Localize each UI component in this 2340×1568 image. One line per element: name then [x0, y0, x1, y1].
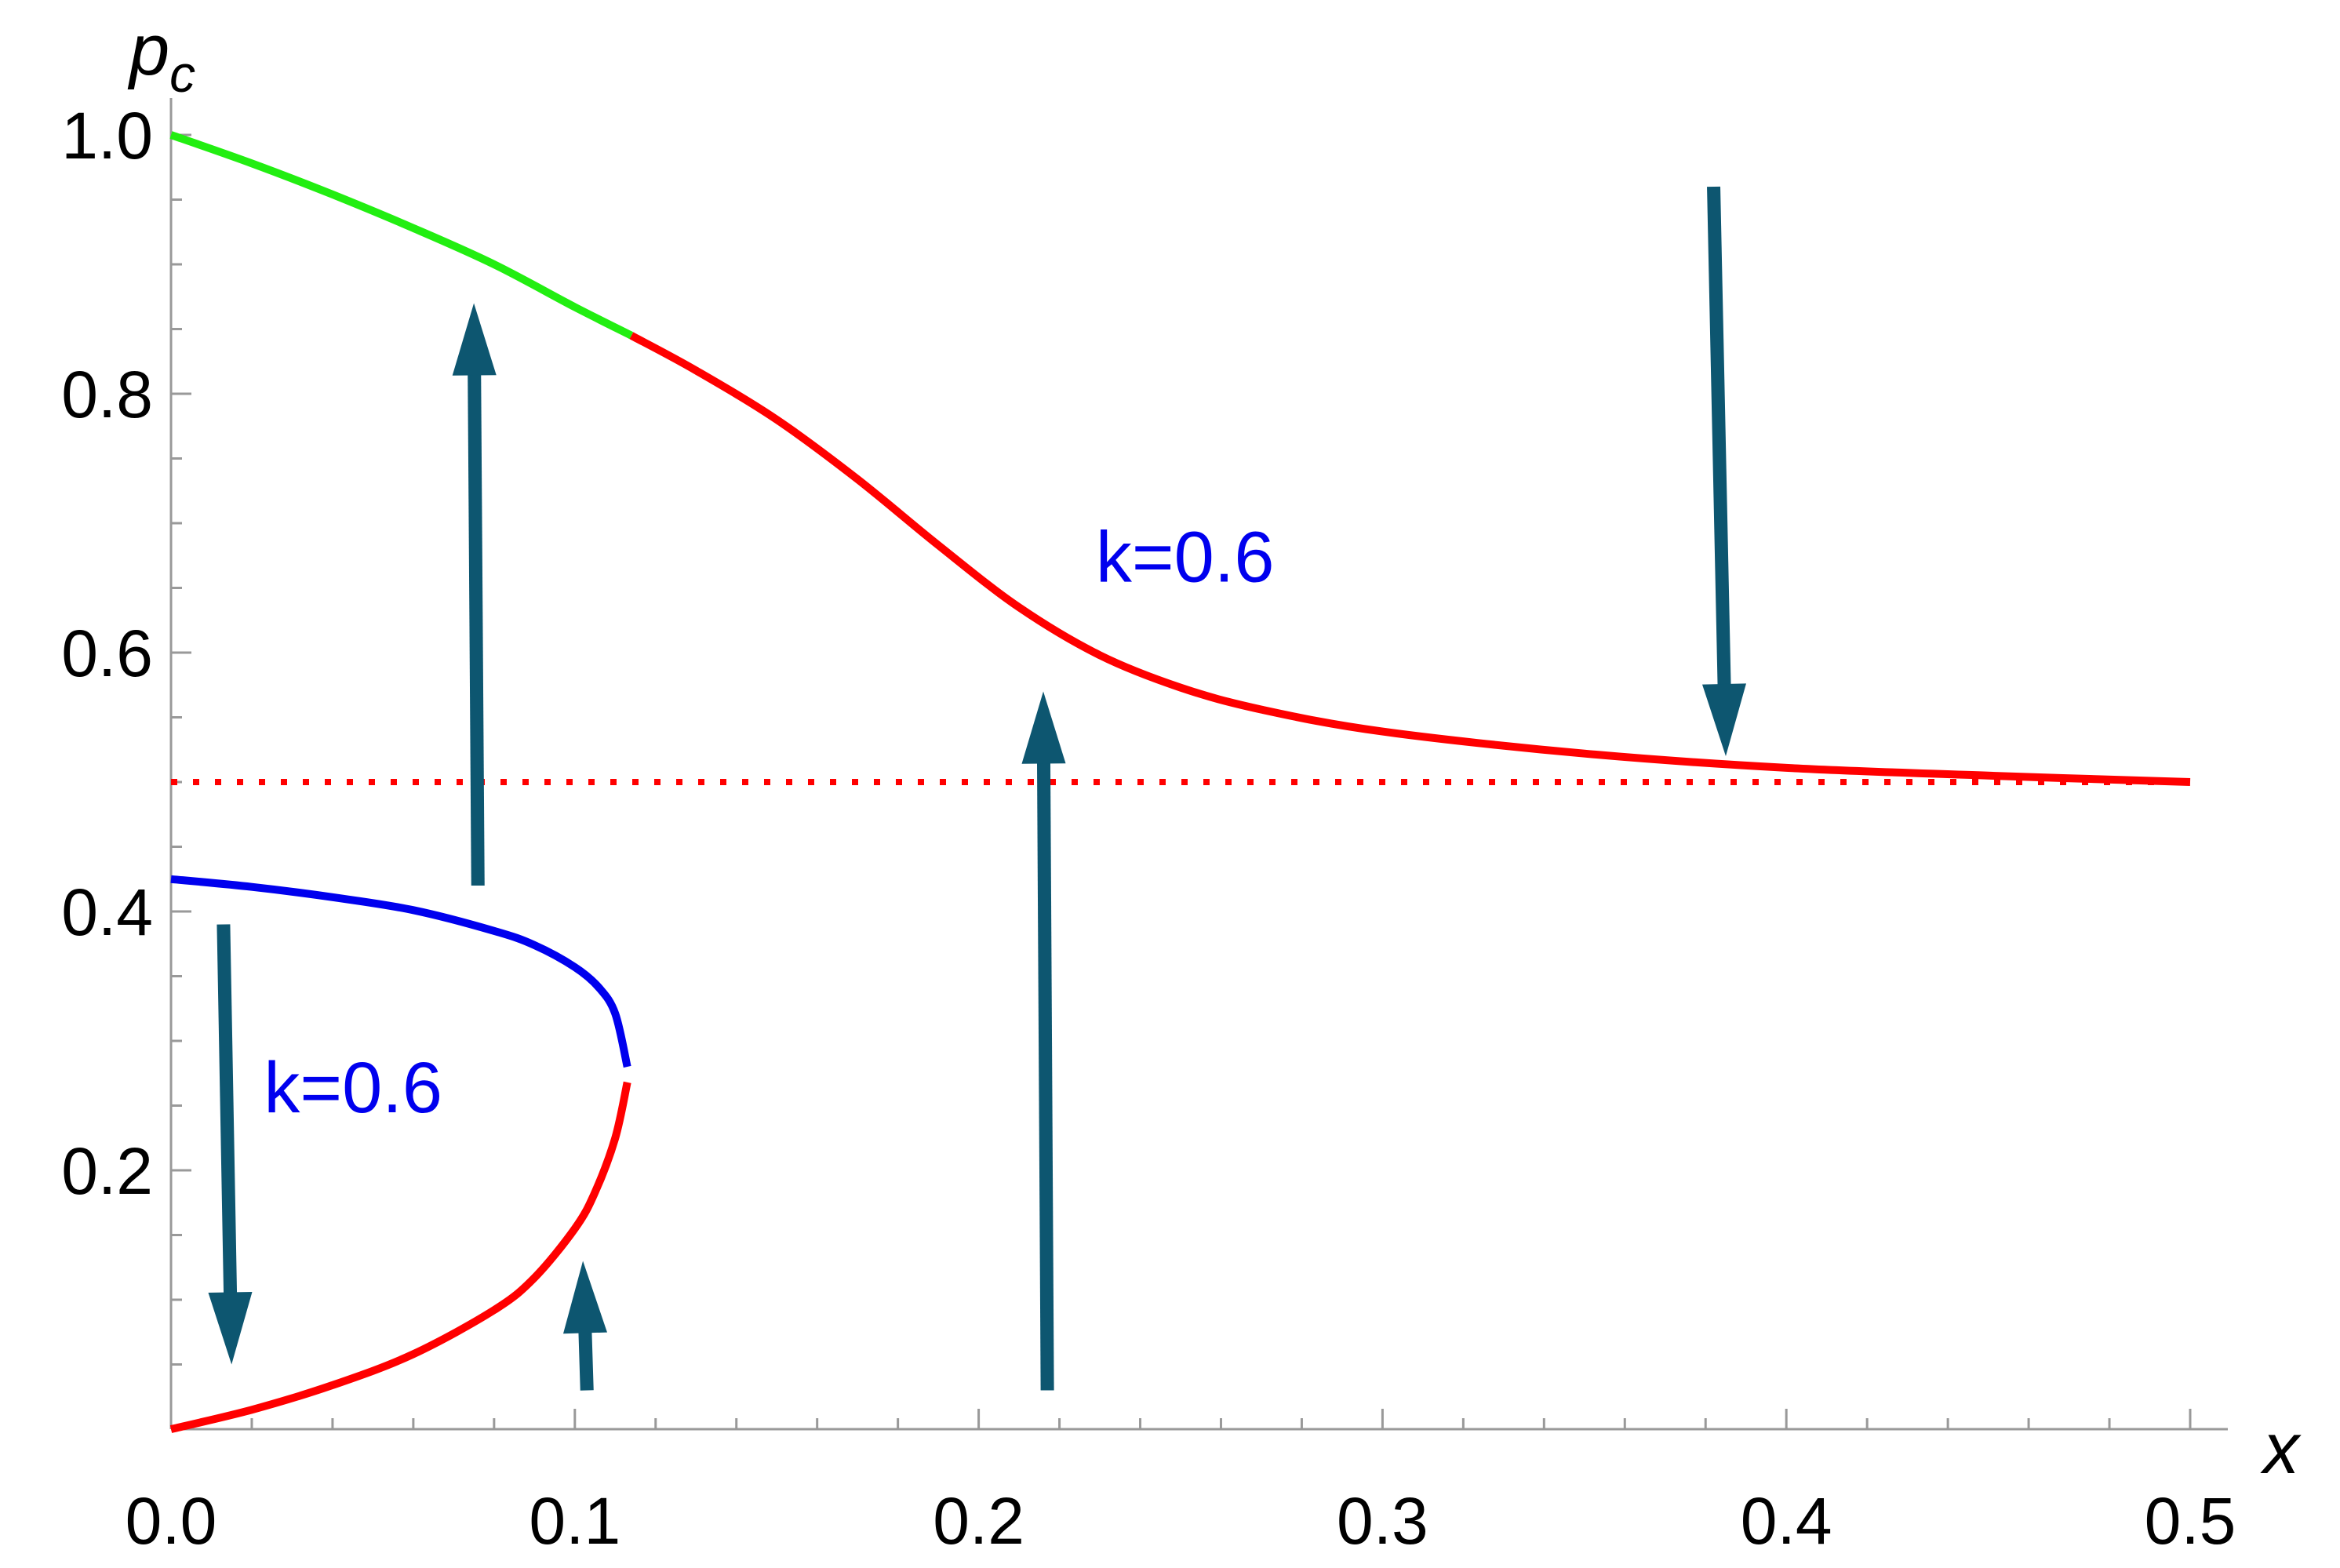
series-curve-green — [169, 131, 634, 340]
series-curve-red — [629, 332, 2191, 786]
series-lines — [169, 131, 2191, 1433]
x-tick-label: 0.5 — [2145, 1484, 2236, 1558]
flow-arrow — [563, 1261, 607, 1391]
y-axis-label-main: p — [127, 10, 169, 90]
flow-arrow — [1702, 186, 1746, 756]
y-axis-label: pc — [127, 10, 195, 103]
flow-arrow — [1021, 691, 1066, 1391]
x-tick-label: 0.4 — [1741, 1484, 1832, 1558]
x-tick-label: 0.1 — [529, 1484, 620, 1558]
y-axis-label-subscript: c — [169, 45, 195, 103]
flow-arrow — [208, 924, 253, 1365]
flow-arrows — [208, 186, 1746, 1391]
k-annotation: k=0.6 — [1096, 517, 1275, 597]
x-tick-label: 0.3 — [1337, 1484, 1428, 1558]
y-tick-label: 0.2 — [61, 1134, 153, 1208]
y-tick-label: 1.0 — [61, 99, 153, 173]
series-curve-red — [169, 1081, 631, 1433]
x-tick-label: 0.0 — [126, 1484, 217, 1558]
series-curve-blue — [170, 875, 631, 1068]
y-ticks: 0.2 0.4 0.6 0.8 1.0 — [61, 99, 191, 1366]
x-tick-label: 0.2 — [933, 1484, 1024, 1558]
annotations: k=0.6 k=0.6 — [264, 517, 1274, 1128]
axes: 0.0 0.1 0.2 0.3 0.4 0.5 0.2 0.4 0.6 0.8 1.0 — [61, 98, 2236, 1558]
flow-arrow — [452, 303, 497, 886]
x-axis-label: x — [2260, 1409, 2302, 1489]
k-annotation: k=0.6 — [264, 1048, 442, 1128]
x-ticks: 0.0 0.1 0.2 0.3 0.4 0.5 — [126, 1409, 2236, 1558]
y-tick-label: 0.6 — [61, 617, 153, 690]
y-tick-label: 0.4 — [61, 875, 153, 949]
y-tick-label: 0.8 — [61, 358, 153, 431]
